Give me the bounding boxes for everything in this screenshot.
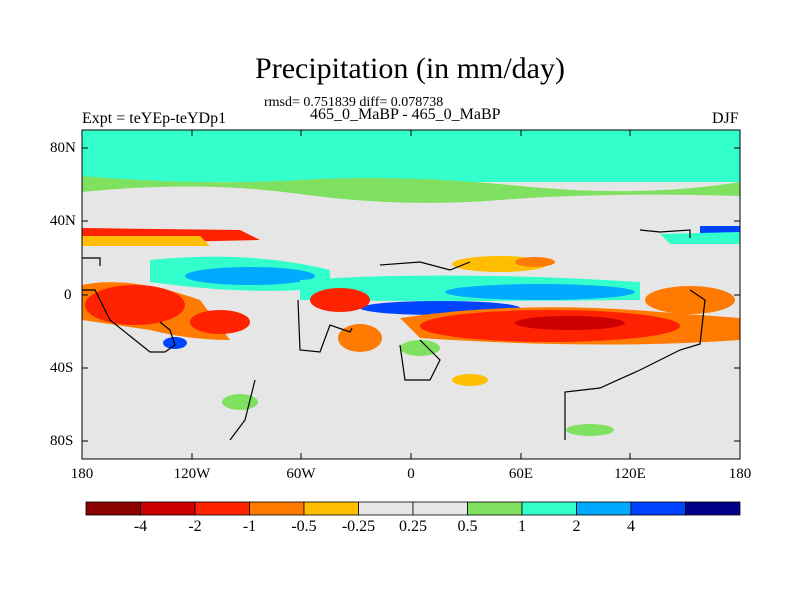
colorbar-swatch <box>85 501 141 516</box>
wet-core-east <box>445 284 635 300</box>
dry-patch-pacific <box>645 286 735 314</box>
x-tick-label: 120W <box>173 466 211 482</box>
colorbar-swatch <box>303 501 359 516</box>
dry-core-atlantic <box>310 288 370 312</box>
colorbar-tick-label: 1 <box>518 518 526 535</box>
colorbar-swatch <box>412 501 468 516</box>
colorbar-swatch <box>576 501 632 516</box>
colorbar-tick-label: -0.25 <box>341 518 376 535</box>
coastlines <box>82 229 706 441</box>
map-subtitle: 465_0_MaBP - 465_0_MaBP <box>310 106 501 123</box>
wet-spot-south <box>163 337 187 349</box>
wet-core-west <box>185 267 315 285</box>
x-tick-label: 0 <box>407 466 415 482</box>
dry-spot-south <box>452 374 488 386</box>
dry-patch-north-core <box>515 257 555 267</box>
y-tick-label: 40N <box>50 213 76 229</box>
dry-patch-sa <box>338 324 382 352</box>
y-tick-label: 80S <box>50 433 74 449</box>
colorbar-tick-label: -1 <box>242 518 257 535</box>
colorbar-swatch <box>249 501 305 516</box>
colorbar-swatch <box>467 501 523 516</box>
wet-spot-africa <box>400 340 440 356</box>
y-tick-label: 80N <box>50 140 76 156</box>
arctic-fringe <box>82 176 740 203</box>
y-tick-label: 0 <box>64 287 72 303</box>
colorbar-swatch <box>630 501 686 516</box>
x-tick-label: 180 <box>728 466 752 482</box>
wet-spot-antarctic <box>566 424 614 436</box>
x-tick-label: 180 <box>70 466 94 482</box>
npac-wet-strip-2 <box>660 232 740 244</box>
colorbar-tick-label: 0.25 <box>399 518 427 535</box>
dry-core-west <box>85 285 185 325</box>
arctic-wet-band <box>82 130 740 182</box>
statistics-text: rmsd= 0.751839 diff= 0.078738 <box>264 95 444 110</box>
colorbar-swatch <box>358 501 414 516</box>
colorbar-tick-label: -4 <box>133 518 148 535</box>
wet-spot-subpolar <box>222 394 258 410</box>
season-label: DJF <box>712 110 739 127</box>
colorbar-swatch <box>140 501 196 516</box>
x-tick-label: 60W <box>286 466 316 482</box>
colorbar-swatch <box>521 501 577 516</box>
axis-ticks <box>81 130 741 459</box>
colorbar <box>85 501 741 516</box>
dry-core-west-2 <box>190 310 250 334</box>
colorbar-tick-label: -2 <box>188 518 202 535</box>
colorbar-tick-label: 2 <box>572 518 581 535</box>
colorbar-swatch <box>194 501 250 516</box>
x-tick-label: 60E <box>508 466 534 482</box>
colorbar-tick-label: 4 <box>627 518 635 535</box>
x-tick-label: 120E <box>614 466 646 482</box>
colorbar-tick-label: -0.5 <box>291 518 317 535</box>
colorbar-swatch <box>685 501 741 516</box>
experiment-label: Expt = teYEp-teYDp1 <box>82 110 227 127</box>
na-dry-strip-2 <box>82 236 210 246</box>
map-title: Precipitation (in mm/day) <box>255 52 565 85</box>
dry-peak-east <box>515 316 625 330</box>
colorbar-tick-label: 0.5 <box>457 518 478 535</box>
y-tick-label: 40S <box>50 360 74 376</box>
